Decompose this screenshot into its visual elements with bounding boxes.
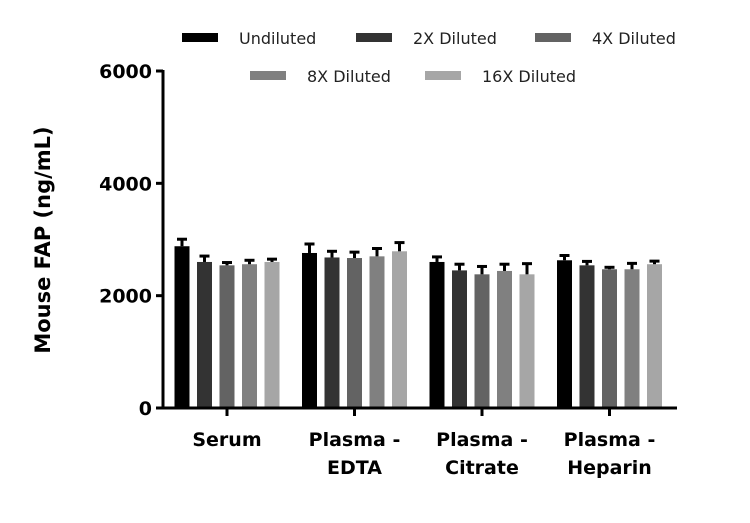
legend-label: 16X Diluted <box>482 67 576 86</box>
x-axis: Serum Plasma - EDTA Plasma - Citrate Plasma -… <box>162 406 677 479</box>
legend-label: 8X Diluted <box>307 67 391 86</box>
y-axis-label: Mouse FAP (ng/mL) <box>31 126 55 353</box>
bar <box>647 264 662 408</box>
category-label: Citrate <box>445 457 519 479</box>
y-tick-label: 2000 <box>99 286 152 308</box>
legend-swatch <box>535 33 571 42</box>
bar <box>519 274 535 408</box>
bars <box>174 237 662 408</box>
bar <box>392 251 407 408</box>
category-label: Serum <box>192 429 261 451</box>
legend-label: Undiluted <box>239 29 316 48</box>
category-label: EDTA <box>327 457 382 479</box>
bar <box>474 274 490 408</box>
legend-swatch <box>425 71 461 80</box>
legend-label: 2X Diluted <box>413 29 497 48</box>
bar <box>302 252 317 408</box>
bar <box>452 270 467 408</box>
category-label: Heparin <box>567 457 652 479</box>
bar <box>324 257 340 408</box>
bar <box>264 261 280 408</box>
bar <box>242 264 257 408</box>
bar <box>219 265 235 408</box>
legend-swatch <box>182 33 218 42</box>
y-tick-label: 6000 <box>99 61 152 83</box>
bar <box>369 256 385 408</box>
bar <box>602 269 617 408</box>
y-axis: 0 2000 4000 6000 <box>99 61 165 420</box>
bar <box>197 261 212 408</box>
bar <box>429 261 445 408</box>
legend-label: 4X Diluted <box>592 29 676 48</box>
legend-swatch <box>250 71 286 80</box>
y-tick-label: 0 <box>139 398 152 420</box>
bar <box>624 269 640 408</box>
category-label: Plasma - <box>309 429 401 451</box>
legend-swatch <box>356 33 392 42</box>
bar <box>174 246 190 408</box>
category-label: Plasma - <box>564 429 656 451</box>
bar <box>579 265 595 408</box>
legend: Undiluted 2X Diluted 4X Diluted 8X Diluted 1… <box>182 29 676 86</box>
y-tick-label: 4000 <box>99 173 152 195</box>
bar <box>347 258 362 408</box>
category-label: Plasma - <box>436 429 528 451</box>
bar <box>557 260 572 408</box>
bar <box>497 270 512 408</box>
